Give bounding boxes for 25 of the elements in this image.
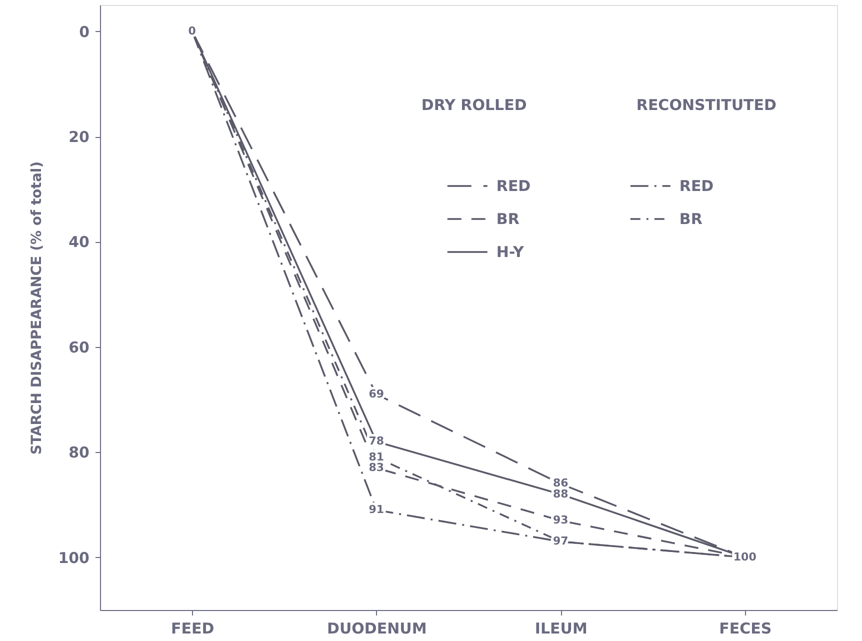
y-tick-label: 60 — [68, 338, 90, 356]
legend-label: H-Y — [496, 243, 525, 261]
x-tick-label: DUODENUM — [327, 620, 427, 638]
legend-label: BR — [679, 210, 703, 228]
x-tick-label: FECES — [719, 620, 772, 638]
data-label: 91 — [368, 503, 384, 516]
data-label: 0 — [188, 24, 196, 38]
data-label: 93 — [552, 514, 568, 527]
data-label: 83 — [368, 460, 384, 474]
legend-label: RED — [679, 177, 714, 195]
data-label: 100 — [733, 550, 757, 564]
x-tick-label: FEED — [171, 620, 214, 638]
y-axis-title: STARCH DISAPPEARANCE (% of total) — [29, 161, 46, 455]
data-label: 97 — [552, 534, 568, 548]
y-tick-label: 80 — [68, 444, 90, 462]
y-tick-label: 20 — [68, 128, 90, 146]
data-label: 86 — [552, 476, 569, 490]
y-tick-label: 100 — [58, 548, 90, 567]
legend-label: RED — [496, 177, 531, 195]
legend-label: BR — [496, 210, 520, 228]
y-tick-label: 0 — [79, 22, 90, 41]
annotation: RECONSTITUTED — [636, 96, 776, 114]
x-tick-label: ILEUM — [534, 620, 588, 638]
annotation: DRY ROLLED — [421, 96, 527, 114]
y-tick-label: 40 — [68, 233, 90, 252]
